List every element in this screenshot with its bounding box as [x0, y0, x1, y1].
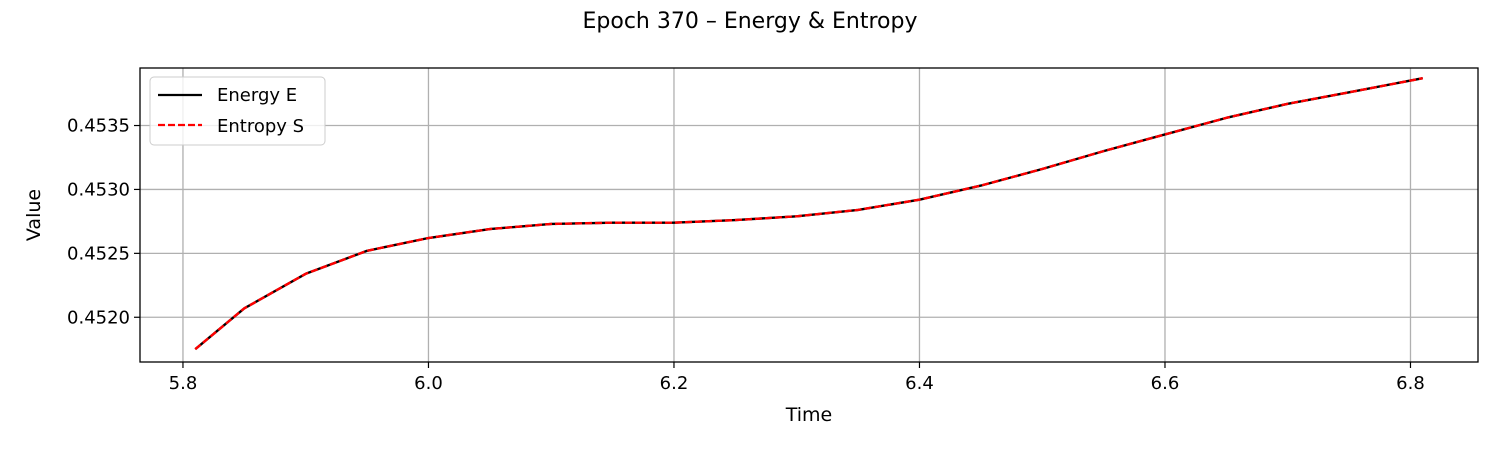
x-tick-label: 6.0 — [414, 373, 443, 394]
plot-area-frame — [139, 67, 1479, 363]
y-tick-label: 0.4535 — [67, 116, 130, 137]
y-axis-label: Value — [23, 189, 45, 241]
legend: Energy E Entropy S — [149, 76, 326, 146]
y-tick-label: 0.4530 — [67, 179, 130, 200]
series-line-entropy-s — [194, 77, 1423, 351]
x-tick-label: 6.6 — [1151, 373, 1180, 394]
chart-title: Epoch 370 – Energy & Entropy — [583, 9, 918, 34]
legend-label-energy: Energy E — [217, 85, 297, 106]
y-tick-label: 0.4525 — [67, 243, 130, 264]
x-axis-label: Time — [785, 404, 833, 426]
series-lines — [194, 77, 1423, 351]
x-tick-label: 6.2 — [660, 373, 689, 394]
y-tick-label: 0.4520 — [67, 307, 130, 328]
x-tick-label: 5.8 — [169, 373, 198, 394]
x-tick-label: 6.4 — [905, 373, 934, 394]
legend-label-entropy: Entropy S — [217, 116, 304, 137]
x-tick-label: 6.8 — [1396, 373, 1425, 394]
axis-ticks: 5.8 6.0 6.2 6.4 6.6 6.8 0.4520 0.4525 0.4530 0.45… — [67, 116, 1425, 394]
